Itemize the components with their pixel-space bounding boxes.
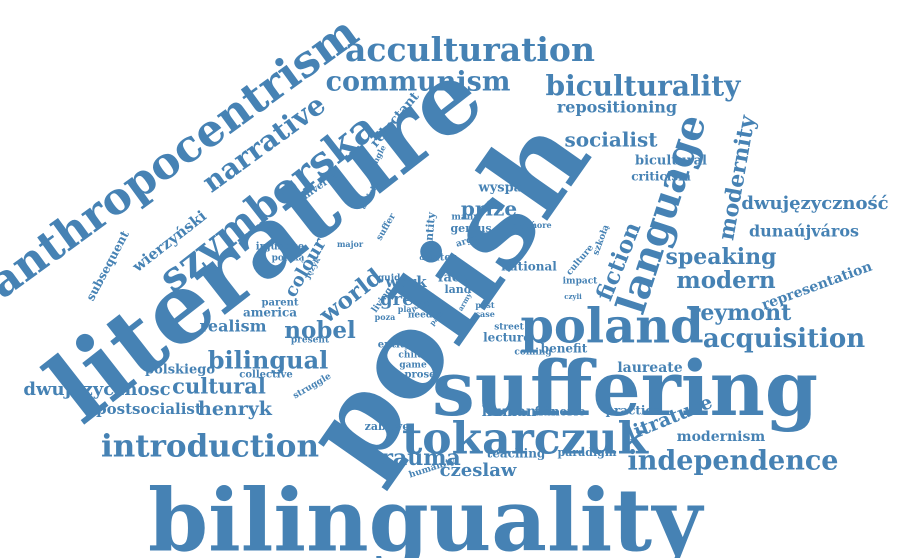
word-criticism: criticism xyxy=(631,170,691,184)
word-game: game xyxy=(399,361,427,371)
word-cultural: cultural xyxy=(172,374,266,399)
word-trauma: trauma xyxy=(371,445,461,471)
word-duty: duty xyxy=(419,253,437,262)
word-impact: impact xyxy=(563,277,599,287)
word-dunaujvaros: dunaújváros xyxy=(749,222,859,241)
word-acquisition: acquisition xyxy=(703,324,865,354)
word-czeslaw: czeslaw xyxy=(440,460,517,481)
word-many: many xyxy=(451,213,479,223)
word-lecture: lecture xyxy=(483,331,531,345)
word-grey: grey xyxy=(380,289,425,310)
word-uczyc: uczyć xyxy=(505,222,536,233)
word-benefit: benefit xyxy=(541,342,588,356)
word-street: street xyxy=(494,323,524,333)
word-post: post xyxy=(475,300,494,310)
word-more: more xyxy=(528,220,551,230)
word-wyspach: wyspach xyxy=(478,181,540,196)
word-biculturality: biculturality xyxy=(546,70,742,103)
word-independence: independence xyxy=(628,446,839,477)
word-coming: coming xyxy=(514,348,552,358)
word-prize: prize xyxy=(461,197,517,221)
word-communism: communism xyxy=(326,67,511,98)
word-henryk: henryk xyxy=(198,398,273,420)
word-child: child xyxy=(398,351,424,361)
word-zabawe: zabawę xyxy=(365,420,410,433)
word-need: need xyxy=(408,311,433,321)
word-tokarczuk: tokarczuk xyxy=(402,414,650,465)
word-bilinguality: bilinguality xyxy=(148,471,705,558)
word-bicultural: bicultural xyxy=(635,154,707,169)
word-socialist: socialist xyxy=(564,128,658,152)
word-polskiego: polskiego xyxy=(145,363,215,378)
word-nobel: nobel xyxy=(284,317,356,344)
word-modernism: modernism xyxy=(677,429,766,445)
word-poza: poza xyxy=(375,312,396,322)
word-dwujezycznosc: dwujęzyczność xyxy=(741,193,888,214)
word-modern: modern xyxy=(676,267,776,294)
word-case: case xyxy=(475,309,495,319)
word-prose: prose xyxy=(405,370,436,381)
word-poland: poland xyxy=(520,299,703,355)
word-culture: culture xyxy=(565,243,596,278)
word-polska: polską xyxy=(272,254,305,264)
word-guide: guide xyxy=(378,274,407,284)
word-bilingual: bilingual xyxy=(208,346,328,375)
word-representation: representation xyxy=(760,259,875,314)
word-reymont: reymont xyxy=(689,300,792,326)
word-czyli: czyli xyxy=(564,292,582,301)
word-postsocialist: postsocialist xyxy=(96,400,202,418)
word-parent: parent xyxy=(262,298,299,309)
word-paradigm: paradigm xyxy=(558,446,617,459)
word-speaking: speaking xyxy=(666,244,777,270)
word-acculturation: acculturation xyxy=(345,30,595,69)
word-face: face xyxy=(438,271,468,286)
word-identity: identity xyxy=(421,211,438,260)
word-human: human xyxy=(482,404,536,420)
word-genius: genius xyxy=(450,222,491,235)
word-realism: realism xyxy=(199,317,266,336)
word-flanerie: flânerie xyxy=(534,405,586,419)
word-teaching: teaching xyxy=(487,447,546,461)
word-national: national xyxy=(501,260,557,274)
word-present: present xyxy=(291,336,330,346)
word-dwujezycznosc: dwujezycznosc xyxy=(23,379,170,400)
word-collective: collective xyxy=(239,370,292,381)
word-work: work xyxy=(384,273,427,291)
word-suffering: suffering xyxy=(432,344,818,433)
word-writer: writer xyxy=(421,253,457,264)
word-entity: entity xyxy=(378,340,412,351)
word-injustice: injustice xyxy=(256,242,304,253)
word-introduction: introduction xyxy=(101,429,319,465)
word-america: america xyxy=(243,306,297,320)
word-repositioning: repositioning xyxy=(557,98,677,117)
word-major: major xyxy=(337,239,364,249)
word-laureate: laureate xyxy=(617,360,682,376)
word-land: land xyxy=(445,283,472,296)
word-play: play xyxy=(398,304,417,314)
word-group: bilingualityliteraturepolishsufferingant… xyxy=(0,7,889,558)
word-practice: practice xyxy=(606,404,661,418)
